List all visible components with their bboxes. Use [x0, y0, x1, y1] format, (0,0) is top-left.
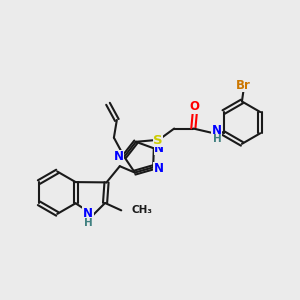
Text: N: N	[154, 142, 164, 155]
Text: N: N	[154, 162, 164, 175]
Text: N: N	[83, 207, 93, 220]
Text: CH₃: CH₃	[132, 206, 153, 215]
Text: N: N	[114, 150, 124, 163]
Text: H: H	[212, 134, 221, 144]
Text: H: H	[84, 218, 92, 228]
Text: N: N	[212, 124, 222, 137]
Text: S: S	[153, 134, 163, 147]
Text: O: O	[190, 100, 200, 113]
Text: Br: Br	[236, 79, 251, 92]
